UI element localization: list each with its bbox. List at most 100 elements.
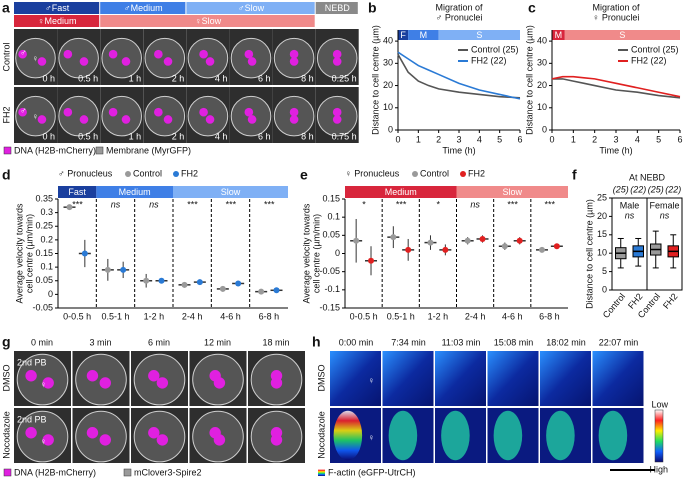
phase-bar (100, 2, 186, 14)
group-label: Male (620, 200, 640, 210)
dna (205, 57, 215, 66)
mean-dot (516, 237, 523, 244)
row-label: FH2 (1, 106, 11, 123)
time-label: 22:07 min (599, 337, 639, 347)
y-axis-label: cell centre (µm/min) (311, 214, 321, 293)
dna (37, 57, 47, 66)
y-tick-label: 30 (537, 58, 547, 68)
legend-label: FH2 (22) (631, 55, 667, 65)
count-label: (22) (665, 184, 681, 194)
mean-dot (120, 266, 127, 273)
significance: *** (264, 199, 275, 209)
dna (332, 57, 342, 66)
chart-title: Migration of (435, 2, 483, 12)
legend-label: Membrane (MyrGFP) (106, 145, 191, 155)
colorbar-label: High (649, 464, 668, 474)
x-tick-label: 6 (677, 134, 682, 144)
panel-letter: d (2, 167, 11, 183)
x-tick-label: 2-4 h (465, 311, 486, 321)
legend-swatch (3, 146, 12, 155)
dna (163, 115, 173, 124)
time-label: 8 h (301, 73, 314, 83)
phase-bar (58, 186, 97, 198)
row-label: Nocodazole (316, 411, 326, 459)
mean-dot (143, 277, 150, 284)
cell-outline (15, 95, 56, 137)
pronucleus-marker: ♀ (368, 432, 375, 442)
pronucleus-marker: ♀ (32, 111, 39, 121)
dna (154, 107, 163, 117)
chart-title: At NEBD (629, 172, 666, 182)
phase-label: F (400, 30, 406, 40)
legend-swatch (173, 171, 179, 177)
time-label: 4 h (215, 131, 228, 141)
cell-outline (144, 95, 186, 137)
legend-title: ♂ Pronucleus (58, 168, 113, 178)
pronucleus-marker: ♀ (32, 53, 39, 63)
actin-cloud (493, 410, 523, 461)
row-label: Control (1, 42, 11, 71)
colorbar-label: Low (651, 399, 668, 409)
dna (289, 107, 299, 117)
y-tick-label: 15 (597, 229, 607, 239)
phase-label: ♂Medium (124, 3, 163, 13)
legend-label: Control (25) (471, 44, 519, 54)
y-tick-label: 0 (602, 284, 607, 294)
x-tick-label: 3 (456, 134, 461, 144)
phase-bar (100, 15, 315, 27)
x-tick-label: 0.5-1 h (387, 311, 415, 321)
x-tick-label: Control (601, 291, 627, 320)
phase-label: NEBD (325, 3, 351, 13)
mean-dot (235, 280, 242, 287)
time-label: 18:02 min (546, 337, 586, 347)
y-tick-label: 0 (388, 124, 393, 134)
y-axis-label: Distance to cell centre (µm) (370, 25, 380, 135)
dna (99, 377, 111, 389)
significance: *** (544, 199, 555, 209)
x-tick-label: 0-0.5 h (350, 311, 378, 321)
significance: ns (470, 199, 480, 209)
x-tick-label: 2 (592, 134, 597, 144)
dna (213, 434, 226, 446)
phase-label: Slow (502, 187, 522, 197)
time-label: 0 h (42, 73, 55, 83)
y-tick-label: 20 (383, 80, 393, 90)
dna (244, 107, 254, 117)
time-label: 0.25 h (332, 73, 357, 83)
image-tile (330, 351, 381, 406)
y-tick-label: 0 (542, 124, 547, 134)
y-tick-label: 5 (602, 266, 607, 276)
legend-swatch (412, 171, 418, 177)
legend-swatch (318, 469, 325, 476)
cell-outline (101, 37, 142, 79)
chart-title: ♂ Pronuclei (436, 12, 483, 22)
pronucleus-marker: ♀ (40, 436, 47, 446)
phase-label: M (555, 30, 563, 40)
actin-cloud (598, 410, 628, 461)
dna (25, 370, 37, 382)
pronucleus-marker: ♂ (20, 105, 27, 115)
y-tick-label: 10 (537, 102, 547, 112)
cell-outline (15, 37, 56, 79)
actin-cloud (441, 410, 470, 461)
panel-letter: g (2, 334, 11, 350)
cell-outline (16, 353, 69, 406)
mean-dot (258, 288, 265, 295)
y-axis-label: Average velocity towards (301, 203, 311, 303)
colorbar (654, 409, 664, 463)
mean-dot (273, 287, 280, 294)
time-label: 11:03 min (442, 337, 481, 347)
mean-dot (464, 237, 471, 244)
y-tick-label: 0.2 (40, 234, 53, 244)
x-tick-label: 5 (497, 134, 502, 144)
phase-bar (186, 2, 315, 14)
time-label: 0 min (31, 337, 53, 347)
dna (199, 107, 208, 117)
time-label: 6 h (258, 131, 271, 141)
y-tick-label: 25 (597, 192, 607, 202)
pronucleus-marker: ♀ (368, 375, 375, 385)
y-tick-label: -0.05 (319, 266, 340, 276)
time-label: 7:34 min (391, 337, 426, 347)
x-tick-label: 1 (416, 134, 421, 144)
